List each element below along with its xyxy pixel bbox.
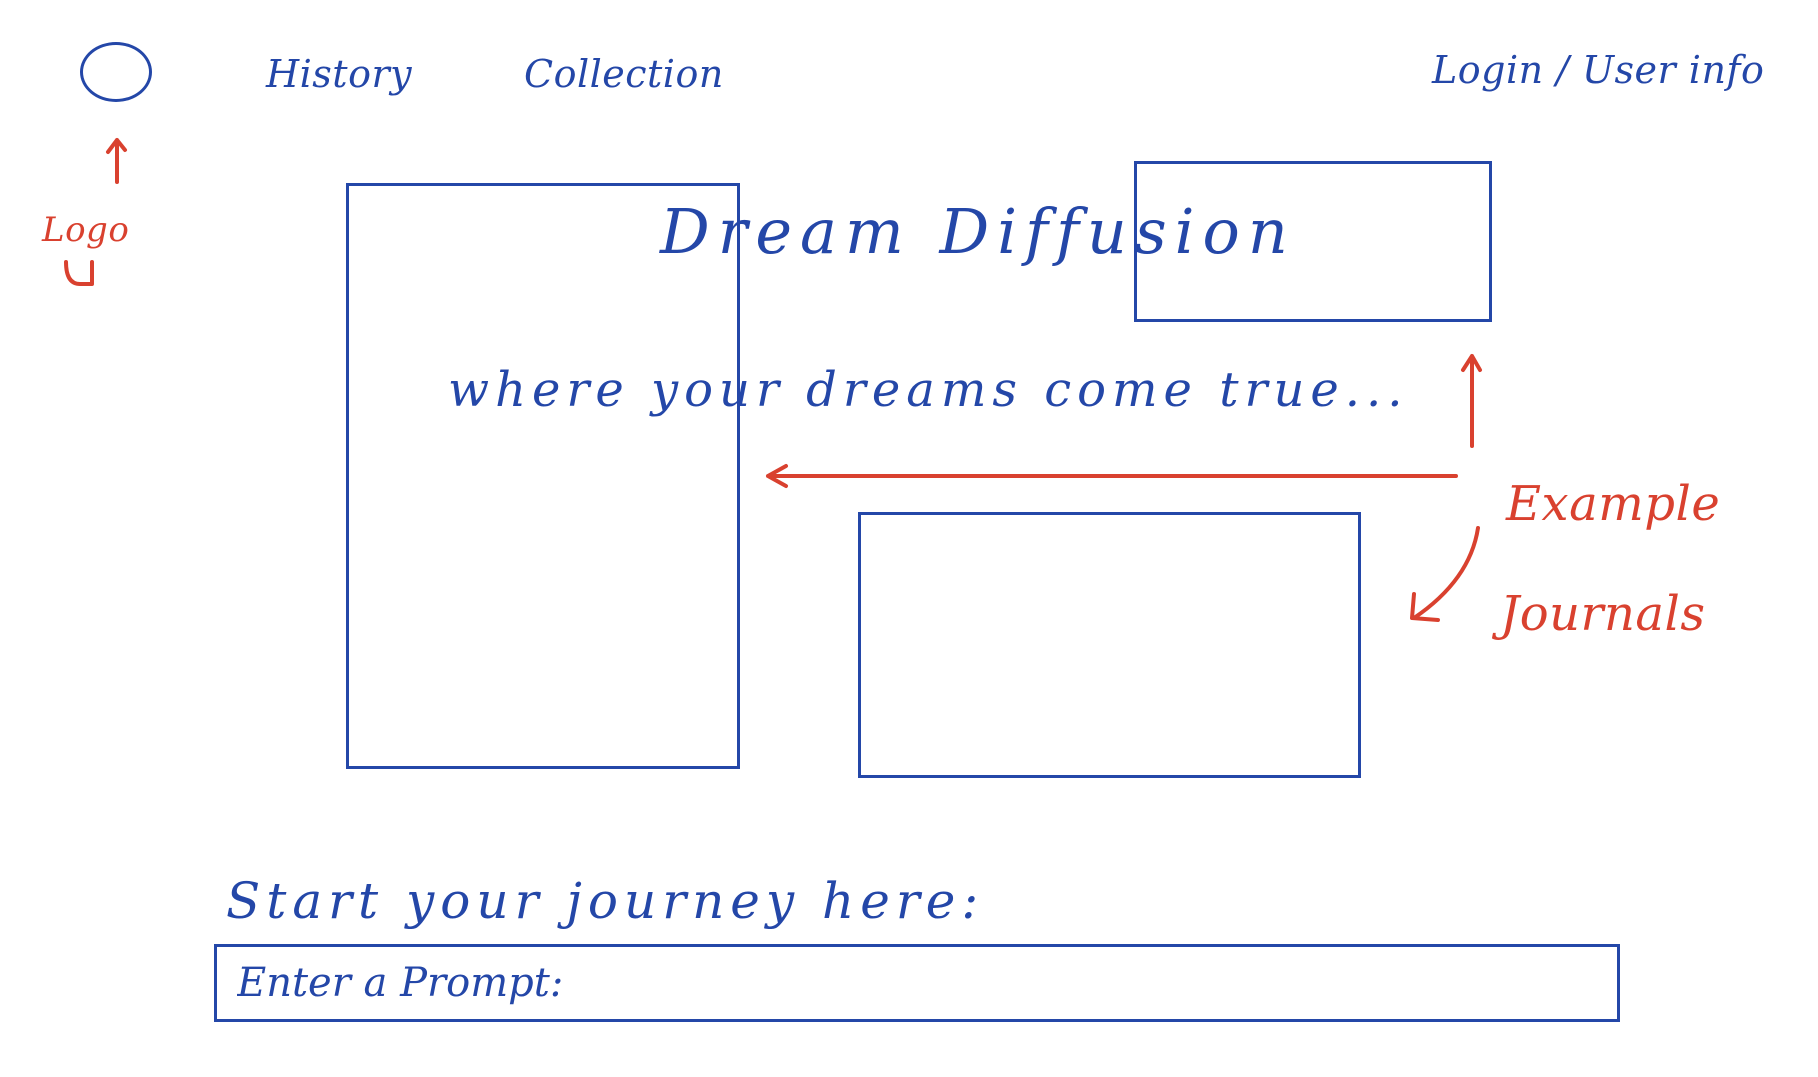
hero-title: Dream Diffusion	[660, 195, 1296, 268]
example-journal-card-bottom[interactable]	[858, 512, 1361, 778]
arrow-up-icon	[1461, 354, 1482, 448]
logo-arrow-icon	[106, 138, 127, 184]
nav-login-user-info-link[interactable]: Login / User info	[1432, 48, 1765, 92]
arrow-curve-down-left-icon	[1410, 526, 1480, 622]
prompt-section-heading: Start your journey here:	[226, 872, 985, 930]
hero-tagline: where your dreams come true...	[448, 362, 1409, 418]
logo-circle-icon[interactable]	[80, 42, 152, 102]
arrow-left-icon	[766, 464, 1458, 488]
example-journal-card-tall[interactable]	[346, 183, 740, 769]
logo-annotation-hook	[64, 260, 94, 286]
nav-collection-link[interactable]: Collection	[524, 52, 724, 96]
prompt-input[interactable]	[214, 944, 1620, 1022]
example-journals-annotation-line2: Journals	[1500, 586, 1706, 642]
logo-annotation-label: Logo	[42, 210, 130, 250]
example-journal-card-top-right[interactable]	[1134, 161, 1492, 322]
example-journals-annotation-line1: Example	[1506, 476, 1721, 532]
nav-history-link[interactable]: History	[266, 52, 413, 96]
